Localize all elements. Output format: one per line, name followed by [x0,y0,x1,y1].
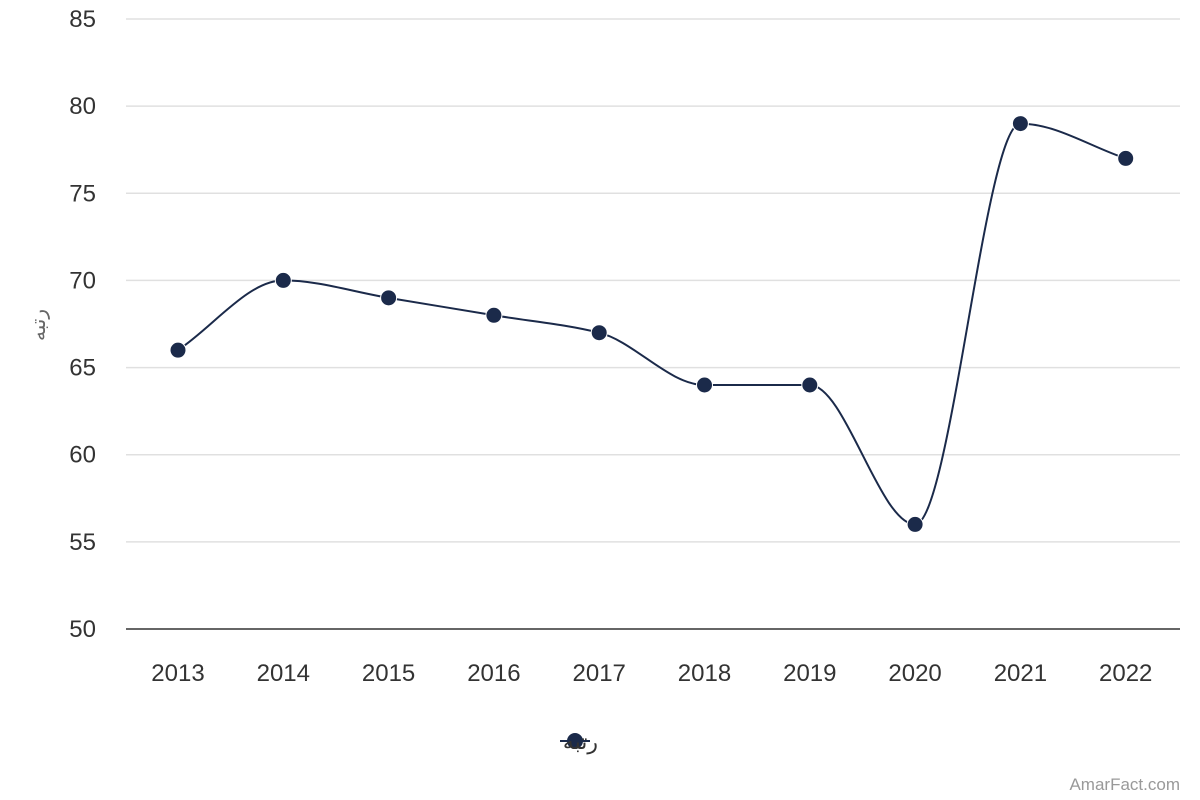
y-tick-label: 65 [69,355,96,382]
data-point[interactable] [696,376,713,394]
x-tick-label: 2021 [994,660,1047,687]
data-point[interactable] [906,515,924,533]
credit-link[interactable]: AmarFact.com [1069,775,1180,794]
data-point[interactable] [274,271,292,289]
data-point[interactable] [1117,149,1135,167]
y-tick-label: 50 [69,616,96,643]
data-point[interactable] [485,306,503,324]
y-tick-label: 85 [69,6,96,33]
y-tick-label: 70 [69,267,96,294]
y-tick-label: 55 [69,529,96,556]
x-tick-label: 2014 [257,660,310,687]
legend[interactable]: رتبه [560,730,598,755]
y-axis-title: رتبه [26,309,50,341]
x-tick-label: 2017 [573,660,626,687]
y-tick-label: 80 [69,93,96,120]
x-tick-label: 2015 [362,660,415,687]
data-point[interactable] [169,341,187,359]
x-tick-label: 2019 [783,660,836,687]
series-layer [169,115,1135,533]
data-point[interactable] [801,376,819,394]
y-tick-label: 75 [69,180,96,207]
legend-label: رتبه [563,730,598,755]
data-point[interactable] [380,289,398,307]
data-point[interactable] [1011,115,1029,133]
y-tick-label: 60 [69,442,96,469]
series-line [177,122,1127,526]
x-tick-label: 2016 [467,660,520,687]
y-axis-tick-labels: 50 55 60 65 70 75 80 85 [69,6,96,643]
x-tick-label: 2013 [151,660,204,687]
x-tick-label: 2022 [1099,660,1152,687]
x-tick-label: 2020 [888,660,941,687]
x-tick-label: 2018 [678,660,731,687]
legend-marker-swatch [567,733,583,749]
data-point[interactable] [590,324,608,342]
x-axis-tick-labels: 2013 2014 2015 2016 2017 2018 2019 2020 2021 2022 [151,660,1152,687]
